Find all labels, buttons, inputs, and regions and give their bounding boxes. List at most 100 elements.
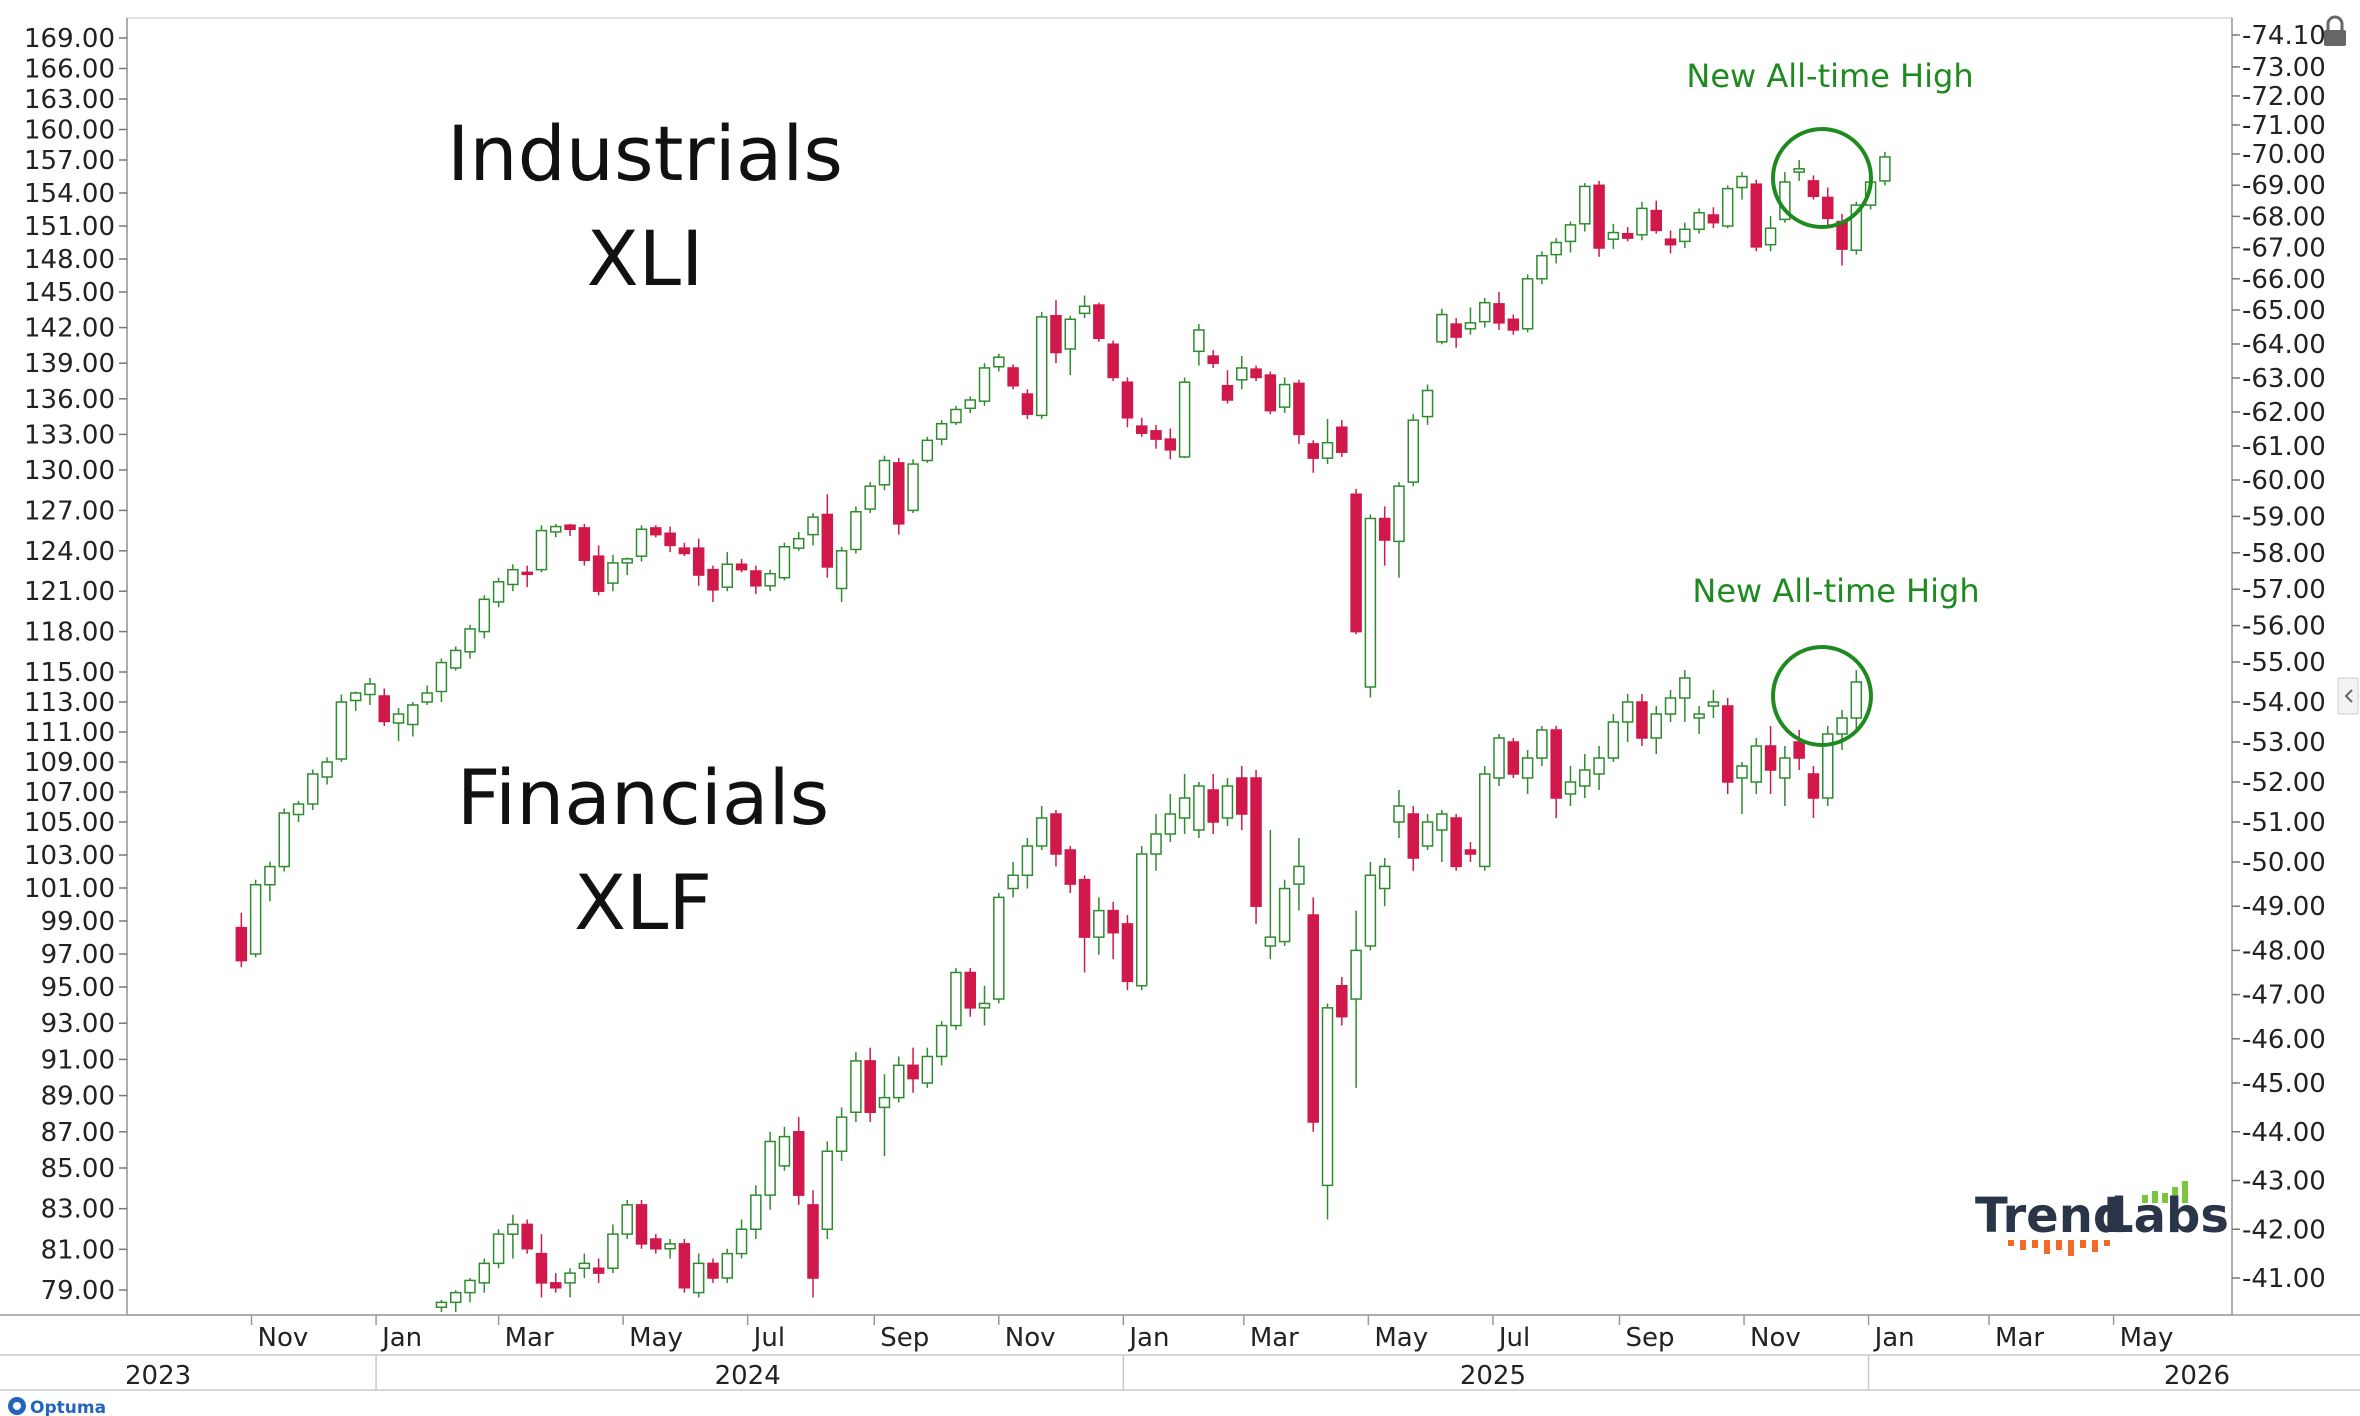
xlf-candle	[821, 1141, 834, 1239]
trendlabs-logo: Trend Labs	[1975, 1181, 2229, 1256]
xli-candle	[1050, 300, 1062, 364]
xlf-candle-body	[535, 1252, 548, 1284]
xli-candle-body	[1478, 301, 1491, 323]
xli-candle	[564, 523, 576, 536]
xlf-candle	[1836, 710, 1848, 750]
xli-candle	[1093, 302, 1105, 342]
right-tick-label: -46.00	[2242, 1025, 2326, 1055]
xli-candle	[893, 458, 905, 535]
xlf-candle	[1536, 726, 1548, 766]
xlf-candle	[1493, 734, 1505, 786]
xli-candle-body	[1493, 303, 1505, 324]
xlf-candle	[435, 1299, 448, 1313]
xli-candle-body	[1521, 278, 1534, 330]
xlf-candle-body	[750, 1194, 762, 1230]
xlf-candle-body	[1478, 773, 1491, 868]
right-tick-label: -52.00	[2242, 768, 2326, 798]
xli-candle-body	[664, 532, 676, 547]
xlf-candle	[1436, 810, 1448, 862]
xlf-candle-body	[1593, 757, 1605, 775]
right-tick-label: -64.00	[2242, 330, 2326, 360]
xli-candle-body	[1078, 305, 1091, 315]
xli-candle-body	[278, 812, 290, 868]
xli-candle	[1378, 506, 1391, 566]
xli-candle	[1021, 389, 1034, 419]
xlf-candle-body	[635, 1204, 648, 1245]
xlf-candle-body	[1464, 849, 1477, 855]
xli-candle-body	[993, 356, 1005, 368]
xli-candle-body	[1150, 430, 1162, 440]
xli-candle-body	[1464, 322, 1477, 330]
xli-candle	[1150, 424, 1162, 449]
xli-candle	[592, 545, 605, 596]
xli-candle-body	[407, 704, 419, 726]
xli-candles	[235, 151, 1891, 968]
xlf-candle-body	[993, 896, 1005, 1000]
right-tick-label: -44.00	[2242, 1118, 2326, 1148]
xli-candle-body	[1193, 329, 1205, 353]
right-tick-label: -70.00	[2242, 140, 2326, 170]
xli-candle	[1636, 201, 1648, 241]
month-label: May	[629, 1323, 683, 1353]
xli-candle	[464, 624, 476, 659]
left-tick-label: 121.00	[24, 577, 115, 607]
xlf-candle-body	[1236, 777, 1248, 815]
left-tick-label: 142.00	[24, 314, 115, 344]
xli-candle	[1421, 384, 1434, 425]
xlf-candle-body	[1679, 677, 1691, 699]
xli-candle	[349, 691, 362, 711]
xli-candle-body	[1421, 389, 1434, 418]
xli-candle	[1307, 440, 1319, 473]
xlf-candle-body	[1307, 914, 1319, 1123]
xli-candle	[964, 396, 976, 414]
xli-candle-body	[721, 563, 734, 588]
xlf-candle-body	[1364, 874, 1377, 947]
xli-candle-body	[1035, 316, 1048, 417]
left-tick-label: 160.00	[24, 116, 115, 146]
xli-candle-body	[607, 562, 619, 584]
xlf-candle	[1336, 976, 1348, 1026]
xli-candle	[1193, 324, 1205, 366]
xli-candle-body	[1550, 241, 1562, 256]
xli-candle-body	[735, 563, 748, 571]
xli-candle-body	[535, 529, 548, 571]
right-tick-label: -50.00	[2242, 848, 2326, 878]
xlf-candle-body	[464, 1279, 476, 1294]
xli-candle-body	[421, 692, 433, 703]
xli-candle	[735, 558, 748, 573]
xli-candle-body	[1293, 382, 1305, 436]
xlf-candle-body	[807, 1204, 819, 1279]
xlf-candle-body	[1779, 757, 1791, 779]
xli-candle	[249, 879, 262, 958]
xlf-candle	[1550, 726, 1562, 818]
xlf-candle-body	[1150, 833, 1162, 855]
xli-candle-body	[1793, 168, 1805, 173]
logo-green-bar	[2152, 1191, 2158, 1203]
xlf-candle	[1407, 806, 1420, 871]
xli-candle-body	[364, 683, 376, 696]
xlf-candle	[907, 1047, 919, 1093]
xli-candle	[1121, 377, 1134, 428]
xli-candle	[1521, 274, 1534, 333]
xli-candle	[1736, 172, 1748, 200]
xli-candle-body	[1121, 381, 1134, 419]
xli-candle	[264, 861, 276, 902]
xlf-candle-body	[1850, 681, 1863, 719]
xli-candle-body	[1407, 419, 1420, 483]
right-tick-label: -58.00	[2242, 539, 2326, 569]
xli-candle	[950, 405, 962, 425]
xli-candle-body	[893, 462, 905, 525]
xli-candle	[1750, 179, 1763, 252]
xlf-candle-body	[1650, 713, 1662, 739]
chevron-left-icon[interactable]	[2337, 677, 2359, 715]
lock-icon[interactable]	[2324, 15, 2346, 46]
xlf-candle	[1593, 746, 1605, 790]
right-tick-label: -61.00	[2242, 432, 2326, 462]
xli-candle-body	[1564, 224, 1577, 243]
left-tick-label: 139.00	[24, 349, 115, 379]
xlf-candle-body	[1636, 701, 1648, 739]
logo-orange-bar	[2032, 1240, 2038, 1248]
left-price-axis: 169.00166.00163.00160.00157.00154.00151.…	[24, 18, 128, 1315]
xli-candle	[1536, 251, 1548, 285]
xli-candle-body	[1721, 187, 1734, 227]
